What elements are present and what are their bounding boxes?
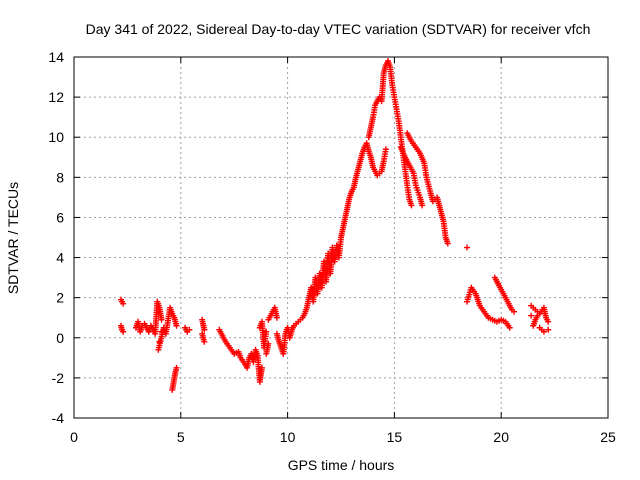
x-tick-label: 25 [600, 429, 616, 445]
data-point [382, 146, 389, 153]
data-point [511, 308, 518, 315]
data-point [545, 318, 552, 325]
data-point [506, 324, 513, 331]
data-points [117, 58, 552, 393]
data-point [528, 312, 535, 319]
y-tick-labels: -4 -2 0 2 4 6 8 10 12 14 [48, 49, 64, 426]
x-tick-label: 20 [493, 429, 509, 445]
y-tick-label: 14 [48, 49, 64, 65]
data-point [444, 240, 451, 247]
x-tick-label: 5 [177, 429, 185, 445]
y-tick-label: 2 [56, 290, 64, 306]
data-point [173, 364, 180, 371]
x-tick-labels: 0 5 10 15 20 25 [70, 429, 616, 445]
data-point [419, 202, 426, 209]
axis-ticks [73, 56, 609, 419]
y-tick-label: -2 [52, 370, 65, 386]
data-point [540, 328, 547, 335]
data-point [201, 326, 208, 333]
data-point [545, 326, 552, 333]
y-tick-label: -4 [52, 410, 65, 426]
y-tick-label: 4 [56, 250, 64, 266]
data-point [120, 328, 127, 335]
data-point [201, 338, 208, 345]
y-tick-label: 12 [48, 89, 64, 105]
x-tick-label: 10 [280, 429, 296, 445]
data-point [120, 300, 127, 307]
x-tick-label: 15 [387, 429, 403, 445]
data-point [464, 244, 471, 251]
data-point [408, 202, 415, 209]
y-tick-label: 6 [56, 209, 64, 225]
y-axis-title: SDTVAR / TECUs [5, 182, 21, 294]
x-tick-label: 0 [70, 429, 78, 445]
y-tick-label: 8 [56, 169, 64, 185]
data-point [265, 340, 272, 347]
data-point [158, 316, 165, 323]
data-point [258, 364, 265, 371]
data-point [273, 314, 280, 321]
data-point [534, 312, 541, 319]
chart-title: Day 341 of 2022, Sidereal Day-to-day VTE… [86, 21, 591, 37]
plot-frame [73, 56, 609, 419]
y-tick-label: 10 [48, 129, 64, 145]
data-point [186, 326, 193, 333]
data-point [173, 322, 180, 329]
y-tick-label: 0 [56, 330, 64, 346]
data-point [263, 328, 270, 335]
x-axis-title: GPS time / hours [288, 457, 395, 473]
